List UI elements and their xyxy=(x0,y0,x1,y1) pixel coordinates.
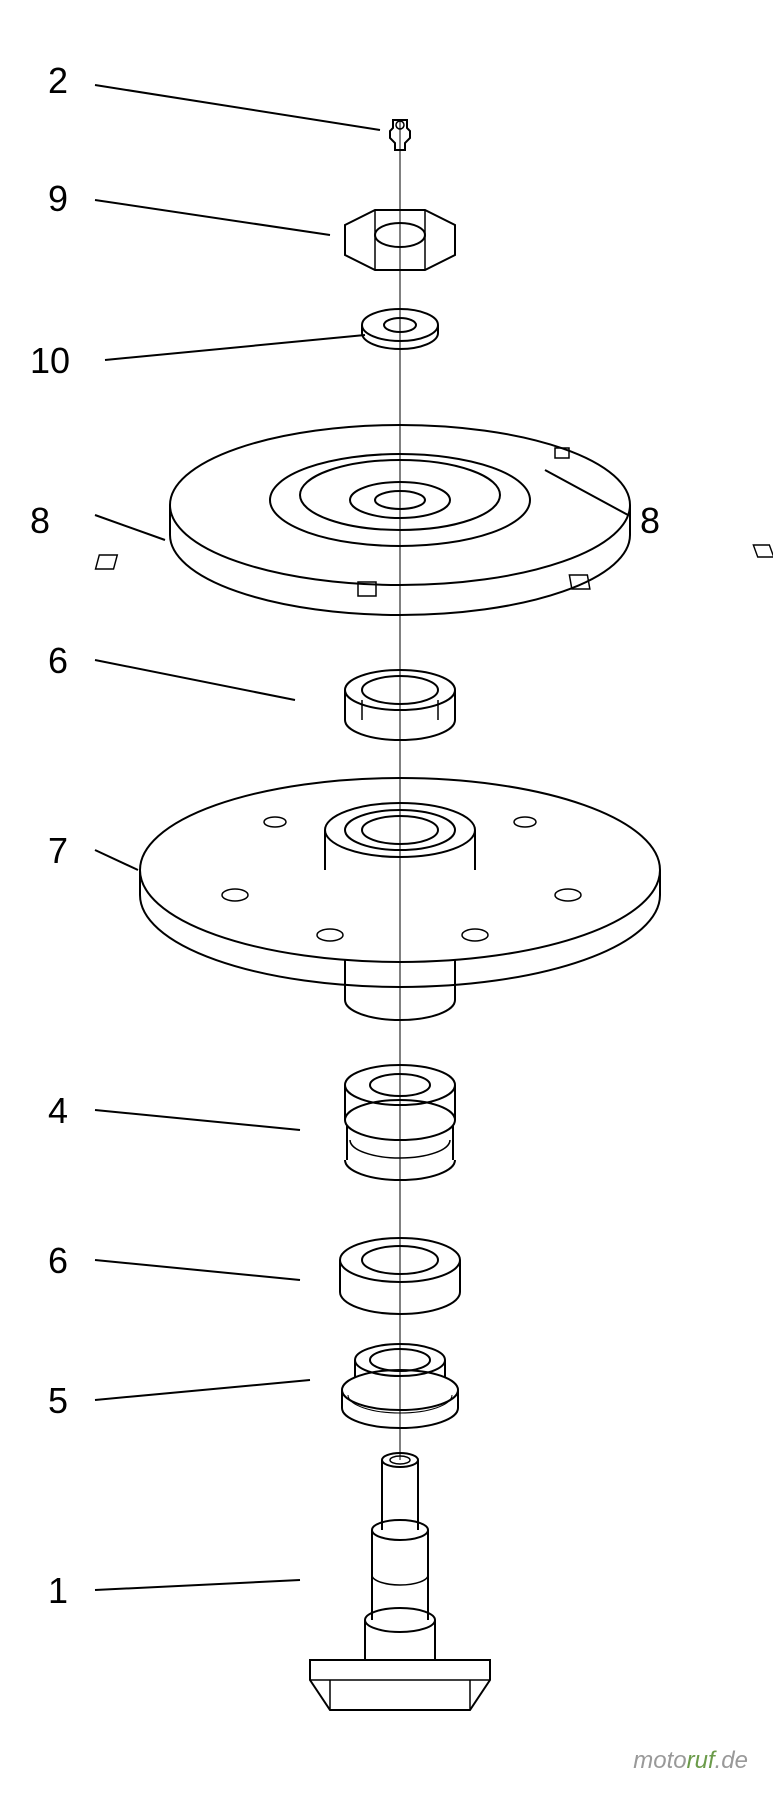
part-spindle-shaft xyxy=(310,1453,490,1710)
watermark-accent: ruf xyxy=(687,1747,715,1774)
callout-6-upper: 6 xyxy=(48,640,68,682)
watermark-prefix: moto xyxy=(633,1747,686,1774)
callout-8-left: 8 xyxy=(30,500,50,542)
parts-drawing xyxy=(0,0,773,1800)
callout-lines xyxy=(95,85,628,1590)
callout-7: 7 xyxy=(48,830,68,872)
callout-2: 2 xyxy=(48,60,68,102)
watermark-suffix: .de xyxy=(715,1747,748,1774)
part-pulley xyxy=(96,425,773,615)
callout-1: 1 xyxy=(48,1570,68,1612)
callout-10: 10 xyxy=(30,340,70,382)
callout-9: 9 xyxy=(48,178,68,220)
callout-5: 5 xyxy=(48,1380,68,1422)
callout-8-right: 8 xyxy=(640,500,660,542)
callout-4: 4 xyxy=(48,1090,68,1132)
watermark: motoruf.de xyxy=(633,1747,748,1775)
exploded-diagram: 2 9 10 8 8 6 7 4 6 5 1 motoruf.de xyxy=(0,0,773,1800)
callout-6-lower: 6 xyxy=(48,1240,68,1282)
